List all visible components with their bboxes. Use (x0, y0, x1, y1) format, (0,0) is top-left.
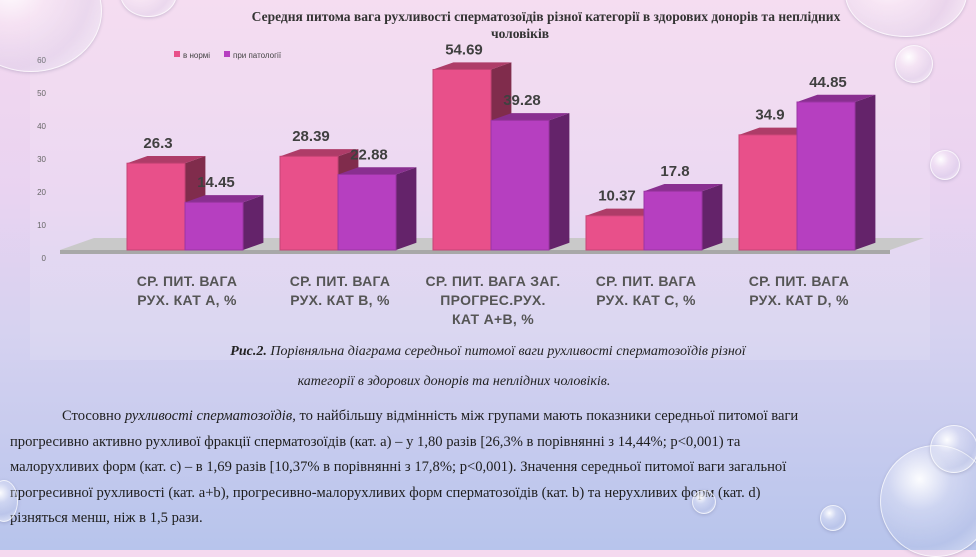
water-drop-decoration (692, 490, 716, 514)
paragraph-line-5: різняться менш, ніж в 1,5 рази. (10, 510, 203, 526)
bar-4-1 (796, 94, 876, 251)
bar-1-1 (337, 167, 417, 251)
paragraph-line-4: прогресивної рухливості (кат. а+b), прог… (10, 484, 761, 501)
bars (126, 62, 876, 251)
y-axis: 0102030405060 (37, 56, 46, 263)
bar-front (796, 101, 856, 251)
bar-top (797, 94, 876, 102)
data-label: 14.45 (197, 174, 235, 191)
bar-side (549, 113, 570, 251)
figure-caption-text: Порівняльна діаграма середньої питомої в… (266, 344, 746, 359)
category-label: РУХ. КАТ А, % (137, 292, 237, 308)
category-label: СР. ПИТ. ВАГА (596, 273, 697, 289)
chart-title-line-1: Середня питома вага рухливості сперматоз… (252, 9, 841, 24)
bar-front (432, 69, 492, 251)
bar-2-1 (490, 113, 570, 251)
legend-swatch (174, 51, 180, 57)
body-paragraph: Стосовно рухливості сперматозоїдів, то н… (10, 404, 934, 532)
water-drop-decoration (930, 425, 976, 473)
bar-top (280, 149, 359, 157)
y-tick-label: 30 (37, 155, 46, 164)
bar-front (738, 134, 798, 251)
category-label: РУХ. КАТ В, % (290, 292, 390, 308)
data-label: 26.3 (143, 135, 172, 152)
legend-label: в нормі (183, 51, 210, 60)
bar-front (126, 162, 186, 251)
y-tick-label: 50 (37, 89, 46, 98)
chart-legend: в нормі при патології (174, 51, 282, 60)
bar-top (433, 62, 512, 70)
category-label: КАТ А+В, % (452, 311, 534, 327)
category-label: СР. ПИТ. ВАГА (137, 273, 238, 289)
paragraph-line-3: малорухливих форм (кат. с) – в 1,69 разі… (10, 459, 787, 475)
bar-front (337, 173, 397, 251)
bar-front (279, 155, 339, 251)
water-drop-decoration (895, 45, 933, 83)
bar-side (702, 184, 723, 250)
bar-top (127, 156, 206, 164)
figure-caption-label: Рис.2. (230, 344, 267, 359)
bar-top (338, 167, 417, 175)
category-label: РУХ. КАТ D, % (749, 292, 849, 308)
data-label: 28.39 (292, 128, 330, 145)
paragraph-line-2: прогресивно активно рухливої фракції спе… (10, 433, 741, 450)
bar-front (184, 201, 244, 251)
bar-front (490, 119, 550, 251)
data-labels: 26.3 14.45 28.39 22.88 54.69 39.28 10.37 17.8 34… (143, 41, 846, 204)
data-label: 22.88 (350, 146, 388, 163)
bar-top (185, 195, 264, 203)
category-label: СР. ПИТ. ВАГА ЗАГ. (426, 273, 561, 289)
water-drop-decoration (930, 150, 960, 180)
bar-top (491, 113, 570, 121)
paragraph-text: , то найбільшу відмінність між групами м… (292, 408, 799, 424)
bar-front (643, 190, 703, 251)
category-labels: СР. ПИТ. ВАГА РУХ. КАТ А, % СР. ПИТ. ВАГА Р… (137, 273, 850, 327)
category-label: ПРОГРЕС.РУХ. (440, 292, 545, 308)
category-label: СР. ПИТ. ВАГА (290, 273, 391, 289)
figure-caption-line-1: Рис.2. Порівняльна діаграма середньої пи… (0, 344, 976, 360)
figure-caption-line-2: категорії в здорових донорів та неплідни… (297, 374, 611, 389)
bar-top (644, 184, 723, 192)
y-tick-label: 0 (42, 254, 47, 263)
paragraph-text: Стосовно (62, 408, 125, 424)
water-drop-decoration (820, 505, 846, 531)
chart-title-line-2: чоловіків (491, 26, 549, 41)
data-label: 44.85 (809, 74, 847, 91)
data-label: 10.37 (598, 188, 636, 205)
bar-front (585, 215, 645, 251)
data-label: 34.9 (755, 107, 784, 124)
data-label: 39.28 (503, 92, 541, 109)
paragraph-line-1: Стосовно рухливості сперматозоїдів, то н… (62, 404, 934, 430)
legend-label: при патології (233, 51, 282, 60)
bar-chart: Середня питома вага рухливості сперматоз… (37, 9, 924, 327)
legend-swatch (224, 51, 230, 57)
data-label: 17.8 (660, 163, 689, 180)
y-tick-label: 20 (37, 188, 46, 197)
y-tick-label: 10 (37, 221, 46, 230)
category-label: СР. ПИТ. ВАГА (749, 273, 850, 289)
paragraph-emphasis: рухливості сперматозоїдів (124, 408, 293, 424)
bar-side (243, 195, 264, 250)
data-label: 54.69 (445, 41, 483, 58)
category-label: РУХ. КАТ С, % (596, 292, 696, 308)
bar-0-1 (184, 195, 264, 251)
bar-3-1 (643, 184, 723, 251)
y-tick-label: 40 (37, 122, 46, 131)
bar-side (396, 167, 417, 250)
floor-front (60, 250, 890, 254)
bar-side (855, 94, 876, 250)
